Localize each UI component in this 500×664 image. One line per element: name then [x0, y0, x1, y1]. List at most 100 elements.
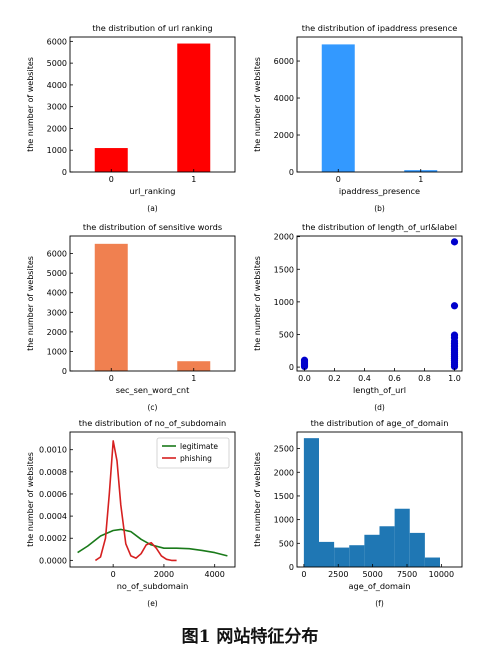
x-tick-label: 0 [301, 570, 306, 579]
histogram-bar [424, 557, 440, 567]
subfigure-label: (d) [374, 403, 385, 412]
y-tick-label: 2000 [274, 468, 294, 477]
y-tick-label: 6000 [47, 37, 67, 46]
y-axis-label: the number of websites [26, 256, 35, 351]
chart-panel-3: the distribution of sensitive words sec_s… [26, 222, 236, 412]
y-tick-label: 0.0008 [39, 468, 67, 477]
bar-1 [177, 361, 211, 371]
chart-panel-4: the distribution of length_of_url&labell… [253, 222, 463, 412]
bar-0 [94, 243, 128, 371]
y-tick-label: 4000 [47, 81, 67, 90]
x-tick-label: 7500 [397, 570, 417, 579]
axes-frame [296, 36, 463, 173]
x-tick-label: 0.0 [298, 374, 311, 383]
y-tick-label: 5000 [47, 59, 67, 68]
histogram-bar [364, 534, 380, 567]
chart-title: the distribution of no_of_subdomain [79, 418, 226, 428]
x-tick-label: 0 [111, 570, 116, 579]
histogram-bar [334, 547, 350, 567]
y-tick-label: 1000 [274, 516, 294, 525]
histogram-bar [319, 541, 335, 567]
y-tick-label: 0 [289, 563, 294, 572]
y-tick-label: 6000 [274, 57, 294, 66]
y-tick-label: 0 [62, 168, 67, 177]
chart-title: the distribution of sensitive words [83, 222, 222, 232]
axes-frame [69, 235, 236, 372]
x-axis-label: no_of_subdomain [117, 581, 189, 591]
histogram-bar [349, 545, 365, 567]
y-tick-label: 4000 [274, 94, 294, 103]
x-tick-label: 1 [191, 374, 196, 383]
y-tick-label: 3000 [47, 103, 67, 112]
y-axis-label: the number of websites [253, 57, 262, 152]
axes-frame [69, 36, 236, 173]
y-tick-label: 0.0002 [39, 534, 67, 543]
y-tick-label: 5000 [47, 269, 67, 278]
y-axis-label: the number of websites [26, 57, 35, 152]
chart-title: the distribution of length_of_url&label [302, 222, 457, 232]
y-tick-label: 2500 [274, 445, 294, 454]
y-tick-label: 0.0006 [39, 490, 67, 499]
y-tick-label: 1500 [274, 492, 294, 501]
y-tick-label: 1000 [47, 347, 67, 356]
x-tick-label: 0.8 [418, 374, 431, 383]
y-tick-label: 2000 [274, 131, 294, 140]
y-tick-label: 6000 [47, 250, 67, 259]
series-line-legitimate [77, 528, 228, 557]
subfigure-label: (e) [147, 599, 158, 608]
x-tick-label: 10000 [429, 570, 454, 579]
x-axis-label: length_of_url [353, 385, 406, 395]
chart-title: the distribution of age_of_domain [311, 418, 449, 428]
y-tick-label: 500 [279, 539, 294, 548]
x-tick-label: 1.0 [448, 374, 461, 383]
histogram-bar [409, 532, 425, 567]
x-axis-label: sec_sen_word_cnt [116, 385, 190, 395]
x-tick-label: 1 [191, 175, 196, 184]
x-tick-label: 0 [109, 374, 114, 383]
chart-panel-5: the distribution of no_of_subdomain no_of… [26, 418, 236, 608]
y-tick-label: 2000 [274, 233, 294, 242]
y-tick-label: 0.0004 [39, 512, 67, 521]
scatter-point [450, 238, 459, 246]
legend-label: legitimate [180, 442, 218, 451]
series-line-phishing [94, 440, 177, 562]
bar-1 [177, 43, 211, 172]
y-tick-label: 1000 [274, 298, 294, 307]
histogram-bar [394, 508, 410, 567]
chart-title: the distribution of url ranking [92, 23, 212, 33]
x-tick-label: 0.6 [388, 374, 401, 383]
chart-panel-6: the distribution of age_of_domain age_of_… [253, 418, 463, 608]
subfigure-label: (c) [148, 403, 158, 412]
y-tick-label: 0 [62, 367, 67, 376]
y-tick-label: 2000 [47, 124, 67, 133]
y-tick-label: 1000 [47, 146, 67, 155]
x-tick-label: 5000 [362, 570, 382, 579]
histogram-bar [379, 526, 395, 567]
figure-caption: 图1 网站特征分布 [181, 627, 319, 647]
axes-frame [296, 431, 463, 568]
x-tick-label: 0.2 [328, 374, 341, 383]
x-tick-label: 1 [418, 175, 423, 184]
y-axis-label: the number of websites [26, 452, 35, 547]
axes-frame [296, 235, 463, 372]
chart-panel-2: the distribution of ipaddress presence ip… [253, 23, 463, 213]
histogram-bar [303, 438, 319, 567]
y-tick-label: 0.0000 [39, 556, 67, 565]
legend-label: phishing [180, 454, 212, 463]
x-axis-label: url_ranking [130, 186, 176, 196]
scatter-point [450, 302, 459, 310]
y-axis-label: the number of websites [253, 256, 262, 351]
subfigure-label: (f) [375, 599, 384, 608]
subfigure-label: (b) [374, 204, 385, 213]
y-tick-label: 0 [289, 168, 294, 177]
x-tick-label: 2000 [154, 570, 174, 579]
x-axis-label: age_of_domain [349, 581, 411, 591]
x-tick-label: 4000 [205, 570, 225, 579]
bar-0 [94, 148, 128, 172]
chart-title: the distribution of ipaddress presence [302, 23, 458, 33]
bar-0 [321, 44, 355, 172]
y-tick-label: 3000 [47, 308, 67, 317]
y-tick-label: 500 [279, 330, 294, 339]
y-tick-label: 0 [289, 363, 294, 372]
